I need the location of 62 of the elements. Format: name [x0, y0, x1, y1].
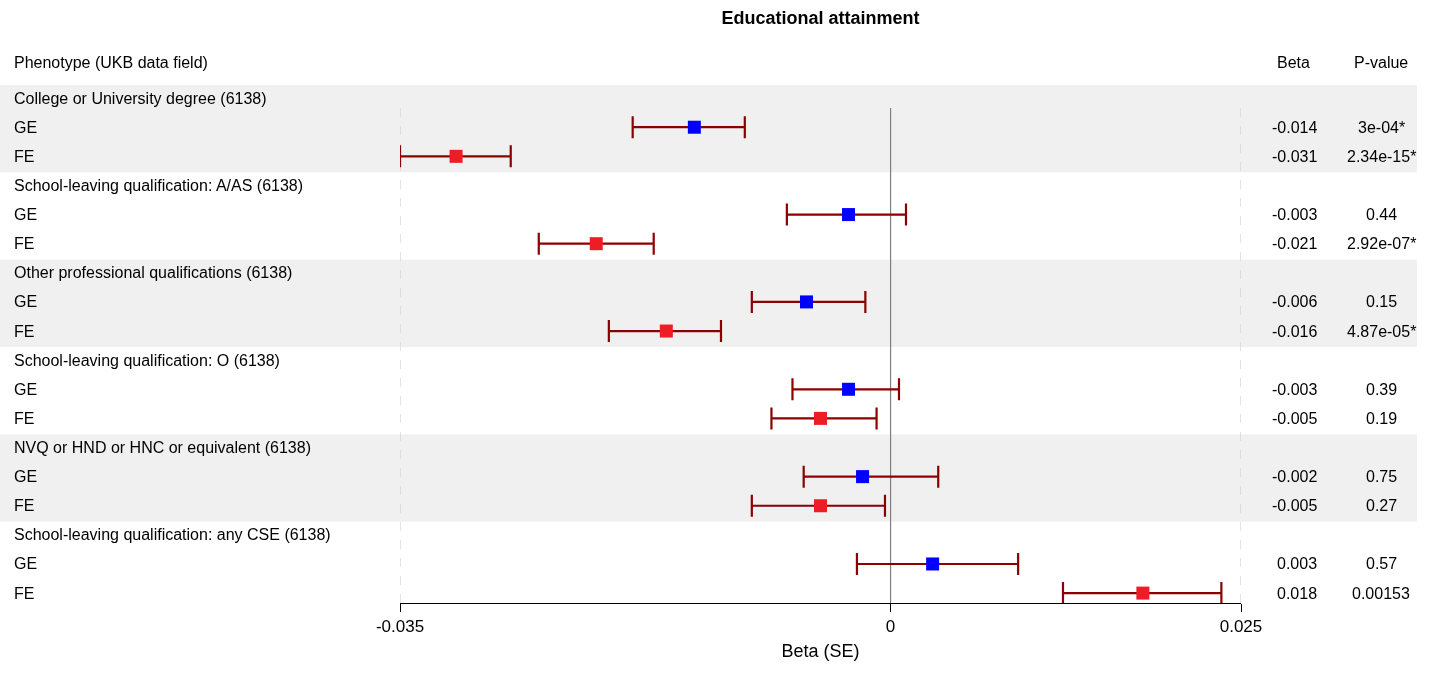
data-label: -0.031	[1272, 148, 1318, 165]
y-tick-label: GE	[14, 555, 38, 572]
data-label: -0.016	[1272, 323, 1318, 340]
y-tick-label: College or University degree (6138)	[14, 90, 267, 107]
point	[1136, 586, 1150, 600]
y-tick-label: FE	[14, 410, 35, 427]
data-label: 0.018	[1277, 585, 1318, 602]
data-label: -0.014	[1272, 119, 1318, 136]
y-tick-label: School-leaving qualification: A/AS (6138)	[14, 177, 304, 194]
y-tick-label: School-leaving qualification: any CSE (6138)	[14, 526, 331, 543]
y-tick-label: FE	[14, 148, 35, 165]
text: 2.92e-07*	[1347, 235, 1417, 252]
text: P-value	[1354, 54, 1409, 71]
y-tick-label: GE	[14, 381, 38, 398]
y-tick-label: FE	[14, 235, 35, 252]
text: 0.44	[1366, 206, 1398, 223]
text: 0.15	[1366, 293, 1398, 310]
text: 0.39	[1366, 381, 1398, 398]
point	[926, 557, 940, 571]
point	[814, 499, 827, 513]
y-tick-label: FE	[14, 497, 35, 514]
y-tick-label: GE	[14, 293, 38, 310]
y-tick-label: FE	[14, 323, 35, 340]
data-label: -0.003	[1272, 381, 1318, 398]
x-tick-label: -0.035	[375, 617, 425, 637]
point	[449, 149, 463, 163]
y-tick-label: GE	[14, 468, 38, 485]
text: 4.87e-05*	[1347, 323, 1417, 340]
point	[842, 382, 856, 396]
chart-title: Educational attainment	[721, 8, 920, 29]
y-tick-label: FE	[14, 585, 35, 602]
y-tick-label: GE	[14, 206, 38, 223]
y-tick-label: GE	[14, 119, 38, 136]
text: Beta	[1277, 54, 1311, 71]
y-tick-label: School-leaving qualification: O (6138)	[14, 352, 280, 369]
data-label: -0.002	[1272, 468, 1318, 485]
point	[687, 120, 701, 134]
text: 0.19	[1366, 410, 1398, 427]
data-label: -0.005	[1272, 497, 1318, 514]
data-label: 0.003	[1277, 555, 1318, 572]
text: 0.00153	[1352, 585, 1410, 602]
text: Phenotype (UKB data field)	[14, 54, 208, 71]
x-axis-title: Beta (SE)	[781, 640, 860, 661]
data-label: -0.005	[1272, 410, 1318, 427]
x-tick-label: 0	[885, 617, 896, 637]
data-label: -0.021	[1272, 235, 1318, 252]
x-tick-label: 0.025	[1219, 617, 1263, 637]
text: 3e-04*	[1358, 119, 1406, 136]
point	[856, 470, 870, 484]
point	[814, 411, 827, 425]
data-label: -0.006	[1272, 293, 1318, 310]
point	[842, 208, 856, 222]
y-tick-label: NVQ or HND or HNC or equivalent (6138)	[14, 439, 311, 456]
point	[799, 295, 813, 309]
text: 2.34e-15*	[1347, 148, 1417, 165]
y-tick-label: Other professional qualifications (6138)	[14, 264, 293, 281]
text: 0.75	[1366, 468, 1398, 485]
data-label: -0.003	[1272, 206, 1318, 223]
point	[589, 237, 603, 251]
point	[659, 324, 673, 338]
text: 0.27	[1366, 497, 1398, 514]
text: 0.57	[1366, 555, 1398, 572]
